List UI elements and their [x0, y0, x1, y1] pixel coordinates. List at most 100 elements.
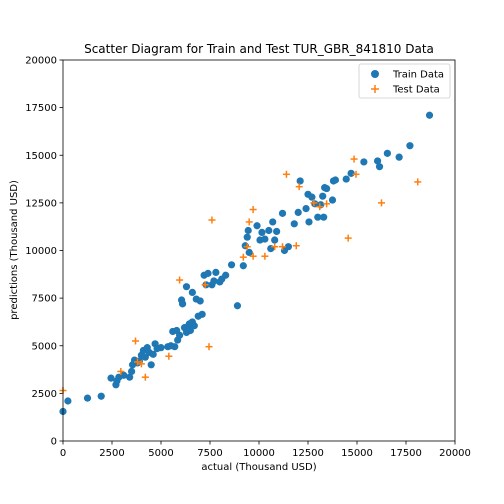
train-data-point: [360, 158, 368, 166]
x-tick-label: 20000: [439, 448, 471, 459]
test-data-point: [295, 183, 303, 191]
train-data-point: [284, 243, 292, 251]
train-data-point: [278, 209, 287, 217]
test-data-point: [352, 170, 360, 178]
train-data-point: [265, 226, 273, 235]
train-data-point: [120, 371, 128, 379]
train-data-point: [186, 326, 194, 335]
train-data-point: [273, 227, 281, 236]
y-tick-label: 0: [51, 437, 57, 448]
train-data-point: [147, 361, 155, 369]
train-data-point: [239, 262, 247, 270]
train-data-point: [182, 283, 191, 291]
x-axis-label: actual (Thousand USD): [201, 462, 316, 473]
train-data-point: [190, 322, 198, 330]
x-tick-label: 7500: [197, 448, 222, 459]
train-data-point: [171, 343, 179, 351]
test-data-point: [414, 178, 422, 186]
legend-box: [358, 63, 451, 99]
test-data-point: [378, 199, 385, 207]
train-data-point: [302, 204, 310, 213]
test-data-point: [316, 203, 324, 211]
train-data-point: [320, 213, 328, 221]
test-data-point: [239, 253, 247, 261]
train-data-point: [196, 297, 204, 305]
x-tick-label: 2500: [99, 448, 124, 459]
train-data-point: [245, 248, 253, 257]
data-points: [59, 111, 434, 416]
test-data-point: [282, 170, 290, 178]
x-tick-label: 10000: [243, 448, 275, 459]
y-tick-label: 20000: [25, 56, 57, 67]
train-data-point: [244, 226, 252, 235]
chart-title: Scatter Diagram for Train and Test TUR_G…: [84, 42, 434, 56]
train-data-point: [227, 261, 236, 269]
train-data-point: [149, 350, 157, 358]
test-data-point: [245, 218, 253, 226]
test-data-point: [133, 358, 141, 366]
y-tick-label: 7500: [32, 294, 57, 305]
train-data-point: [290, 220, 298, 228]
train-data-point: [347, 169, 355, 177]
x-tick-label: 15000: [341, 448, 373, 459]
legend-marker-test: [371, 85, 379, 93]
plot-frame: [62, 59, 456, 442]
y-axis-label: predictions (Thousand USD): [9, 180, 20, 320]
train-data-point: [83, 394, 92, 402]
legend-label-train: Train Data: [392, 70, 444, 81]
train-data-point: [305, 218, 313, 226]
train-data-point: [157, 344, 165, 352]
test-data-point: [271, 243, 279, 251]
plot-area: [63, 60, 455, 441]
x-tick-label: 12500: [292, 448, 324, 459]
x-tick-label: 17500: [390, 448, 422, 459]
train-data-point: [406, 142, 414, 150]
train-data-point: [210, 277, 218, 285]
train-data-point: [395, 153, 403, 161]
test-data-point: [201, 281, 209, 289]
train-data-point: [375, 163, 384, 171]
train-data-point: [212, 268, 220, 277]
train-data-point: [331, 176, 340, 184]
train-data-point: [294, 208, 302, 216]
test-data-point: [132, 337, 140, 345]
train-data-point: [261, 235, 269, 243]
test-data-point: [176, 276, 184, 284]
train-data-point: [126, 373, 134, 381]
train-data-point: [319, 192, 327, 200]
legend: Train Data Test Data: [358, 63, 451, 99]
test-data-point: [350, 155, 358, 163]
train-data-point: [314, 213, 322, 221]
x-axis: 0 2500 5000 7500 10000 12500 15000 17500 20000: [60, 441, 471, 459]
test-data-point: [323, 200, 331, 208]
y-tick-label: 5000: [32, 341, 57, 352]
train-data-point: [233, 302, 242, 310]
train-data-point: [373, 157, 382, 165]
test-data-point: [310, 199, 318, 207]
test-data-point: [243, 243, 251, 251]
train-data-point: [222, 271, 230, 279]
test-data-point: [165, 352, 173, 360]
legend-label-test: Test Data: [392, 85, 440, 96]
train-data-point: [308, 193, 316, 201]
train-data-point: [253, 222, 261, 230]
legend-marker-train: [371, 70, 379, 78]
y-axis: 0 2500 5000 7500 10000 12500 15000 17500 20000: [25, 56, 63, 448]
train-data-point: [64, 397, 72, 405]
test-data-point: [205, 343, 213, 351]
train-data-point: [176, 331, 184, 339]
train-data-point: [342, 175, 350, 183]
train-data-point: [311, 200, 319, 208]
train-data-point: [271, 236, 279, 244]
train-data-point: [141, 353, 149, 361]
train-data-point: [296, 177, 304, 185]
train-data-point: [258, 228, 266, 237]
test-data-point: [292, 242, 300, 250]
train-data-point: [328, 196, 337, 204]
test-data-point: [117, 367, 125, 375]
test-data-point: [344, 234, 352, 242]
y-tick-label: 15000: [25, 151, 57, 162]
train-data-point: [204, 269, 212, 277]
x-tick-label: 0: [60, 448, 66, 459]
